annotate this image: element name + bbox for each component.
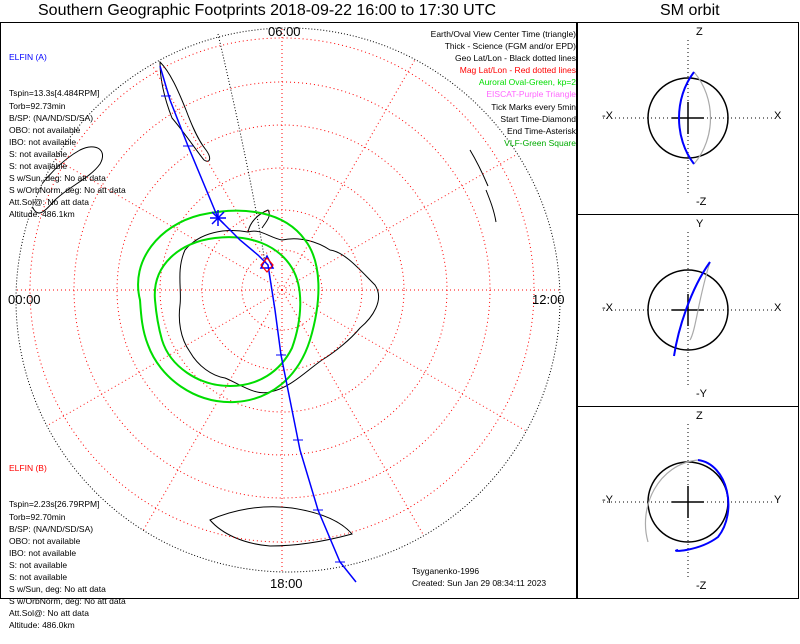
legend-entry: Mag Lat/Lon - Red dotted lines: [459, 65, 576, 76]
orbit-axis-label-right: Y: [774, 494, 782, 506]
clock-label-left: 00:00: [8, 292, 41, 307]
elfin-a-info-line: Tspin=13.3s[4.484RPM]: [9, 88, 100, 99]
orbit-axis-label-left: -Y: [602, 494, 613, 506]
sm-orbit-panels: [603, 40, 773, 580]
chart-title: Southern Geographic Footprints 2018-09-2…: [38, 2, 497, 19]
legend-entry: Tick Marks every 5min: [491, 101, 576, 112]
main-plot-frame: [0, 22, 577, 599]
orbit-trace-gray: [689, 261, 711, 341]
orbit-trace-blue: [673, 261, 711, 357]
elfin-b-name: ELFIN (B): [9, 463, 47, 474]
orbit-panel: [603, 40, 773, 196]
mag-lon-radial: [131, 289, 283, 551]
legend-entry: VLF-Green Square: [504, 137, 576, 148]
earth-circle: [647, 77, 729, 159]
orbit-panels-frame: [577, 22, 799, 599]
elfin-a-track: [159, 65, 357, 583]
elfin-a-info-line: B/SP: (NA/ND/SD/SA): [9, 112, 94, 123]
magnetic-latlon-grid: [16, 28, 560, 572]
legend-entry: Auroral Oval-Green, kp=2: [478, 77, 576, 88]
elfin-b-info-line: IBO: not available: [9, 547, 77, 558]
africa-outline: [29, 146, 103, 214]
elfin-b-info-line: S: not available: [9, 572, 68, 583]
land-masses: [29, 60, 497, 547]
antarctica-outline: [178, 230, 380, 394]
elfin-a-info: ELFIN (A) Tspin=13.3s[4.484RPM] Torb=92.7…: [9, 27, 126, 233]
elfin-b-info-line: S: not available: [9, 559, 68, 570]
polar-footprint-plot: [0, 22, 799, 599]
mag-lon-radial: [281, 139, 543, 291]
mag-lon-radial: [281, 289, 543, 441]
elfin-a-info-line: S w/OrbNorm, deg: No att data: [9, 185, 126, 196]
orbit-axis-label-left: -X: [602, 302, 613, 314]
orbit-axis-label-left: -X: [602, 110, 613, 122]
orbit-trace-gray: [644, 459, 699, 543]
elfin-a-info-line: Att.Sol@: No att data: [9, 197, 89, 208]
elfin-a-info-line: IBO: not available: [9, 136, 77, 147]
clock-label-right: 12:00: [532, 292, 565, 307]
elfin-b-info: ELFIN (B) Tspin=2.23s[26.79RPM] Torb=92.7…: [9, 438, 126, 644]
clock-label-bottom: 18:00: [270, 576, 303, 591]
orbit-axis-label-bottom: -Z: [696, 580, 707, 592]
elfin-b-info-line: OBO: not available: [9, 535, 81, 546]
clock-label-top: 06:00: [268, 24, 301, 39]
end-asterisk: [210, 210, 226, 226]
elfin-a-name: ELFIN (A): [9, 52, 47, 63]
orbit-axis-label-top: Z: [696, 26, 703, 38]
orbit-axis-label-top: Y: [696, 218, 704, 230]
elfin-a-info-line: S w/Sun, deg: No att data: [9, 173, 106, 184]
elfin-b-info-line: Att.Sol@: No att data: [9, 608, 89, 619]
legend-entry: Start Time-Diamond: [500, 113, 576, 124]
orbit-axis-label-bottom: -Z: [696, 196, 707, 208]
elfin-b-info-line: B/SP: (NA/ND/SD/SA): [9, 523, 94, 534]
auroral-oval-inner: [153, 236, 302, 388]
orbit-title: SM orbit: [660, 2, 720, 19]
legend-entry: Earth/Oval View Center Time (triangle): [430, 29, 576, 39]
mag-lon-radial: [21, 289, 283, 441]
mag-lon-radial: [281, 289, 433, 551]
footer-created: Created: Sun Jan 29 08:34:11 2023: [412, 578, 547, 588]
elfin-a-info-line: S: not available: [9, 161, 68, 172]
elfin-b-info-line: S w/OrbNorm, deg: No att data: [9, 596, 126, 607]
antarctic-peninsula: [247, 209, 270, 233]
legend-entry: EISCAT-Purple Triangle: [486, 89, 576, 100]
elfin-b-info-line: Altitude: 486.0km: [9, 620, 75, 631]
elfin-b-info-line: Tspin=2.23s[26.79RPM]: [9, 499, 100, 510]
legend: Earth/Oval View Center Time (triangle) Th…: [431, 28, 576, 149]
mag-lon-radial: [281, 29, 433, 291]
orbit-trace-blue: [675, 459, 730, 552]
auroral-oval-outer: [137, 209, 320, 404]
tick-marks: [161, 95, 345, 563]
elfin-a-info-line: S: not available: [9, 148, 68, 159]
elfin-b-info-line: Torb=92.70min: [9, 511, 66, 522]
australia-outline: [209, 506, 353, 547]
orbit-panel: [603, 232, 773, 388]
orbit-axis-label-right: X: [774, 110, 782, 122]
orbit-axis-label-top: Z: [696, 410, 703, 422]
orbit-axis-label-bottom: -Y: [696, 388, 707, 400]
orbit-trace-gray: [693, 71, 711, 165]
orbit-panel: [603, 424, 773, 580]
legend-entry: Thick - Science (FGM and/or EPD): [444, 41, 576, 52]
earth-circle: [647, 269, 729, 351]
globe-edge: [15, 27, 561, 573]
mag-lat-circle: [159, 167, 405, 413]
elfin-b-info-line: S w/Sun, deg: No att data: [9, 584, 106, 595]
footer-model: Tsyganenko-1996: [412, 566, 480, 576]
mag-lon-radial: [131, 29, 283, 291]
elfin-a-info-line: Torb=92.73min: [9, 100, 66, 111]
new-zealand-outline: [469, 149, 497, 223]
elfin-a-info-line: OBO: not available: [9, 124, 81, 135]
geo-meridian: [217, 33, 266, 263]
south-america-outline: [159, 60, 211, 162]
legend-entry: Geo Lat/Lon - Black dotted lines: [455, 53, 576, 64]
legend-entry: End Time-Asterisk: [507, 125, 576, 136]
orbit-axis-label-right: X: [774, 302, 782, 314]
elfin-a-info-line: Altitude: 486.1km: [9, 209, 75, 220]
orbit-trace-blue: [678, 71, 695, 165]
start-diamond: [260, 257, 274, 273]
